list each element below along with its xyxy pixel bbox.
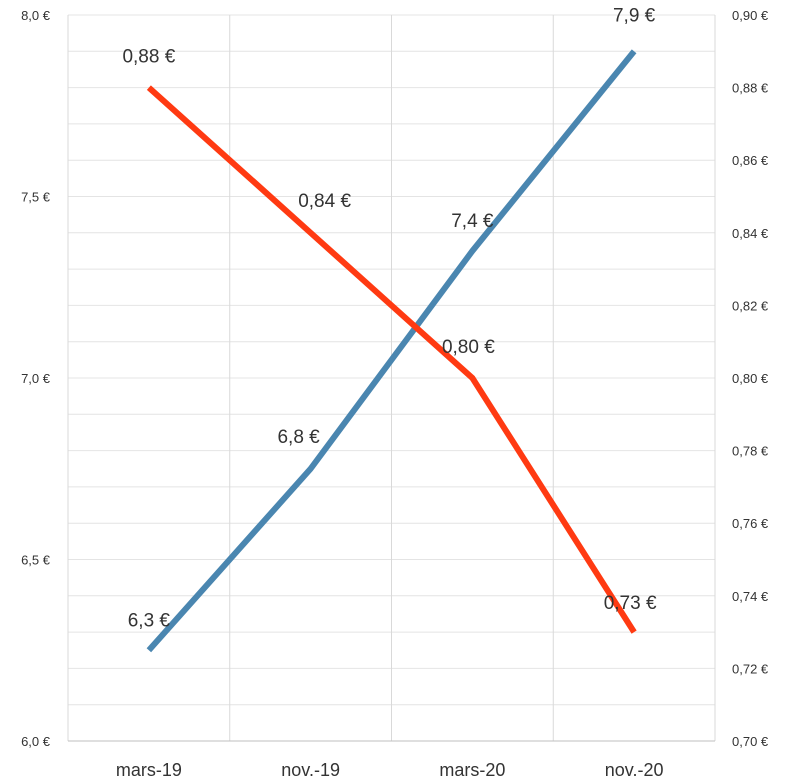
y-right-tick-label: 0,82 € <box>732 298 769 313</box>
data-label: 7,4 € <box>451 211 494 232</box>
y-left-tick-label: 8,0 € <box>21 8 51 23</box>
y-left-tick-label: 7,0 € <box>21 371 51 386</box>
y-right-tick-label: 0,72 € <box>732 661 769 676</box>
y-right-tick-label: 0,80 € <box>732 371 769 386</box>
x-tick-label: nov.-20 <box>605 760 664 780</box>
y-right-tick-label: 0,78 € <box>732 444 769 459</box>
series-line-1 <box>146 85 637 634</box>
y-right-tick-label: 0,88 € <box>732 81 769 96</box>
x-tick-label: mars-20 <box>439 760 505 780</box>
data-label: 0,73 € <box>604 593 657 614</box>
y-left-tick-label: 7,5 € <box>21 190 51 205</box>
series-line-0 <box>146 49 637 653</box>
y-right-tick-label: 0,76 € <box>732 516 769 531</box>
data-label: 0,84 € <box>298 191 351 212</box>
data-label: 0,80 € <box>442 337 495 358</box>
y-left-tick-label: 6,5 € <box>21 553 51 568</box>
data-label: 6,8 € <box>277 427 320 448</box>
y-right-tick-label: 0,70 € <box>732 734 769 749</box>
data-label: 7,9 € <box>613 5 656 26</box>
y-right-tick-label: 0,86 € <box>732 153 769 168</box>
y-right-tick-label: 0,90 € <box>732 8 769 23</box>
data-label: 0,88 € <box>122 47 175 68</box>
x-tick-label: nov.-19 <box>281 760 340 780</box>
x-tick-label: mars-19 <box>116 760 182 780</box>
data-label: 6,3 € <box>128 610 171 631</box>
y-left-tick-label: 6,0 € <box>21 734 51 749</box>
y-right-tick-label: 0,74 € <box>732 589 769 604</box>
gridlines <box>67 14 716 742</box>
y-right-tick-label: 0,84 € <box>732 226 769 241</box>
